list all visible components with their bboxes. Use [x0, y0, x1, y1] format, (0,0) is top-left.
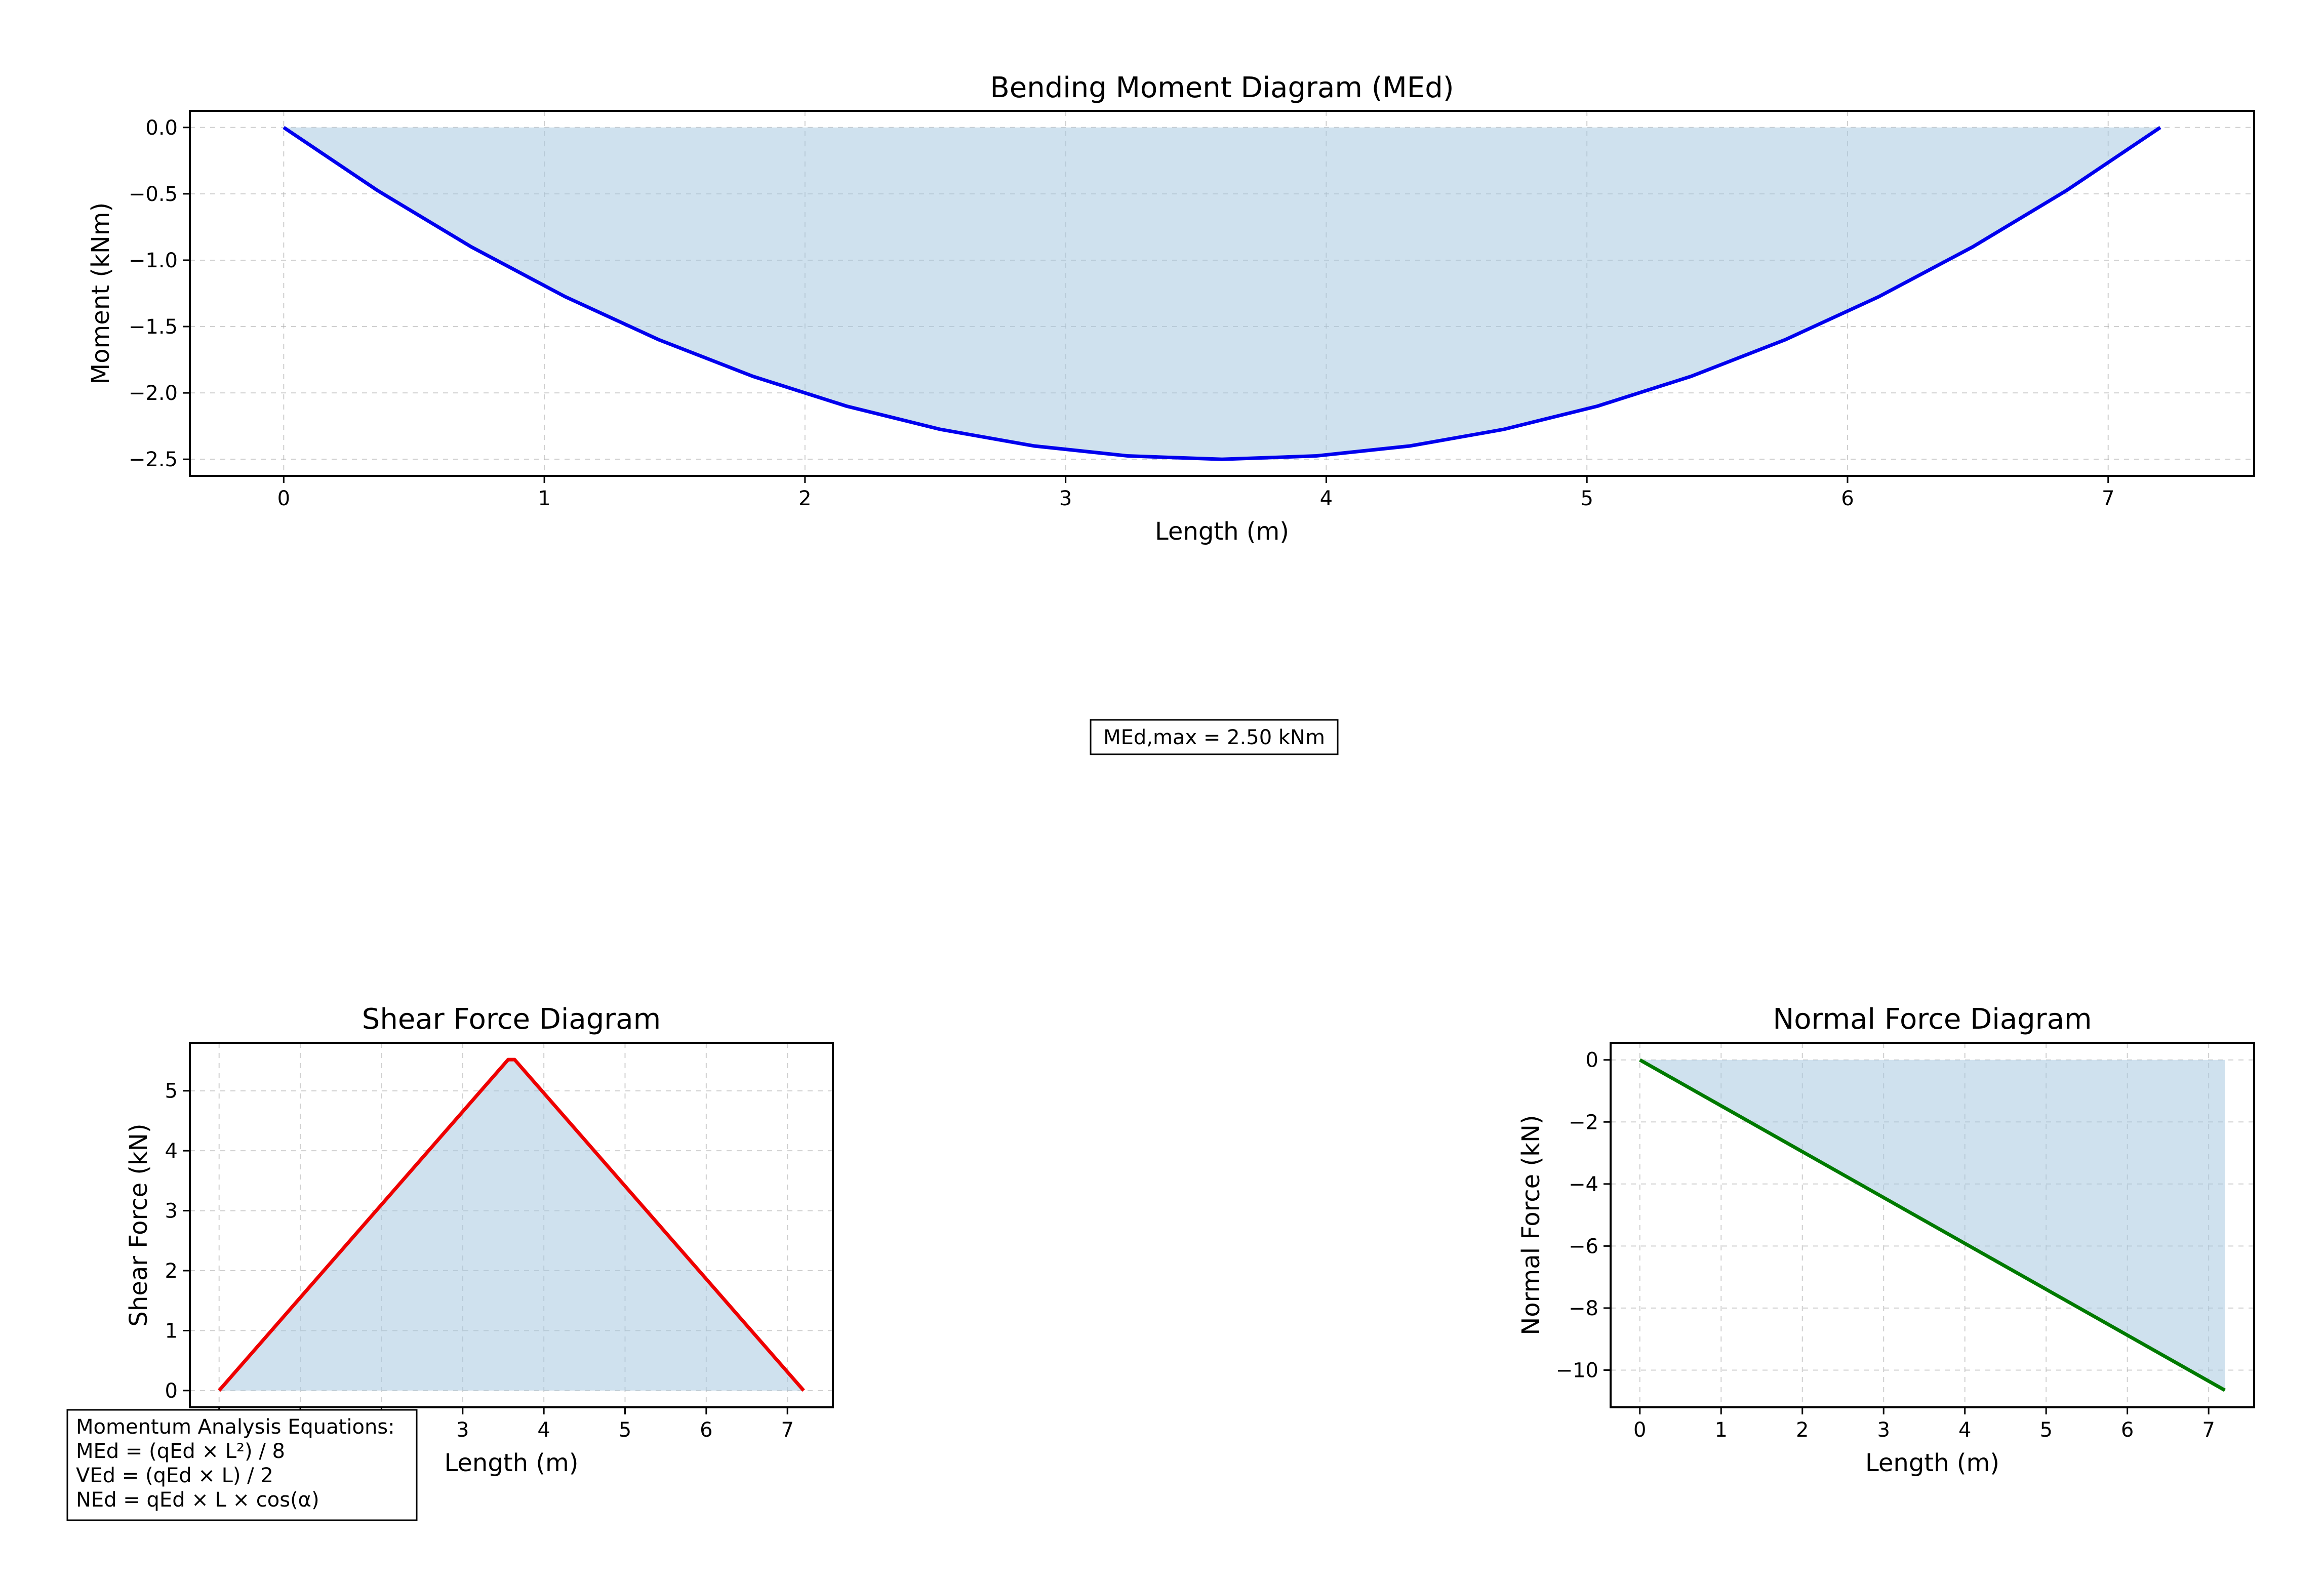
normal-y-axis-label: Normal Force (kN)	[1517, 1115, 1545, 1335]
shear-panel: 01234567012345 Shear Force Diagram Lengt…	[125, 1003, 834, 1477]
shear-x-tick-label: 5	[619, 1418, 631, 1442]
moment-x-axis-label: Length (m)	[1155, 517, 1289, 546]
normal-x-tick-label: 0	[1633, 1418, 1646, 1442]
moment-x-tick-label: 7	[2102, 487, 2114, 510]
normal-x-tick-label: 4	[1958, 1418, 1971, 1442]
moment-panel: 0 1 2 3 4 5 6 7 0.0 −0.5 −1.0 −1.5 −2.0 −2.5 Bending …	[87, 71, 2255, 546]
moment-x-tick-label: 3	[1059, 487, 1072, 510]
shear-y-tick-label: 0	[165, 1379, 178, 1403]
normal-x-tick-label: 6	[2121, 1418, 2134, 1442]
shear-x-tick-label: 4	[537, 1418, 550, 1442]
normal-x-tick-label: 1	[1715, 1418, 1728, 1442]
moment-y-axis-label: Moment (kNm)	[87, 202, 115, 384]
shear-x-axis-label: Length (m)	[444, 1449, 578, 1477]
shear-x-tick-label: 3	[456, 1418, 469, 1442]
shear-y-tick-label: 3	[165, 1200, 178, 1223]
shear-area-fill	[219, 1060, 804, 1391]
normal-y-tick-label: −8	[1569, 1297, 1598, 1320]
shear-chart-title: Shear Force Diagram	[362, 1003, 661, 1036]
normal-y-tick-label: −10	[1556, 1359, 1598, 1382]
shear-x-tick-label: 6	[700, 1418, 712, 1442]
normal-x-axis-label: Length (m)	[1865, 1449, 1999, 1477]
moment-y-tick-label: −2.0	[129, 382, 178, 405]
moment-y-tick-label: 0.0	[145, 116, 178, 140]
equation-ved: VEd = (qEd × L) / 2	[76, 1464, 273, 1487]
moment-y-tick-label: −1.0	[129, 249, 178, 272]
shear-y-tick-label: 1	[165, 1319, 178, 1343]
max-moment-text: MEd,max = 2.50 kNm	[1103, 726, 1325, 749]
normal-x-tick-label: 2	[1796, 1418, 1809, 1442]
max-moment-box	[1090, 719, 1339, 755]
max-moment-annotation: MEd,max = 2.50 kNm	[1090, 719, 1339, 755]
normal-y-tick-label: −2	[1569, 1111, 1598, 1134]
normal-chart-title: Normal Force Diagram	[1773, 1003, 2092, 1036]
moment-x-tick-label: 4	[1320, 487, 1333, 510]
shear-series-line	[218, 1058, 805, 1392]
shear-plot-frame	[189, 1042, 834, 1408]
shear-y-tick-label: 2	[165, 1260, 178, 1283]
normal-plot-frame	[1610, 1042, 2255, 1408]
equation-med: MEd = (qEd × L²) / 8	[76, 1440, 285, 1463]
normal-x-tick-label: 5	[2039, 1418, 2052, 1442]
moment-y-tick-label: −1.5	[129, 315, 178, 339]
moment-x-tick-label: 1	[538, 487, 550, 510]
moment-x-tick-label: 5	[1580, 487, 1593, 510]
normal-y-tick-label: 0	[1586, 1049, 1598, 1072]
equation-ned: NEd = qEd × L × cos(α)	[76, 1488, 319, 1512]
shear-x-tick-label: 7	[781, 1418, 793, 1442]
equations-box: Momentum Analysis Equations: MEd = (qEd …	[66, 1409, 418, 1521]
normal-y-tick-label: −4	[1569, 1173, 1598, 1196]
moment-chart-title: Bending Moment Diagram (MEd)	[990, 71, 1454, 104]
moment-area-fill	[284, 127, 2160, 460]
normal-panel: 0 1 2 3 4 5 6 7 0 −2 −4 −6 −8 −10 Normal Force Diagra…	[1517, 1003, 2255, 1477]
moment-plot-frame	[189, 110, 2255, 477]
normal-x-tick-label: 3	[1877, 1418, 1890, 1442]
moment-y-tick-label: −2.5	[129, 448, 178, 471]
moment-y-tick-label: −0.5	[129, 183, 178, 206]
shear-y-tick-label: 4	[165, 1140, 178, 1163]
moment-x-tick-label: 6	[1841, 487, 1854, 510]
equations-title: Momentum Analysis Equations:	[76, 1415, 395, 1439]
shear-y-tick-label: 5	[165, 1080, 178, 1103]
normal-series-line	[1639, 1058, 2226, 1392]
normal-y-tick-label: −6	[1569, 1235, 1598, 1258]
equations-frame	[66, 1409, 418, 1521]
normal-x-tick-label: 7	[2202, 1418, 2215, 1442]
moment-x-tick-label: 0	[277, 487, 290, 510]
moment-x-tick-label: 2	[798, 487, 811, 510]
shear-y-axis-label: Shear Force (kN)	[125, 1123, 153, 1326]
